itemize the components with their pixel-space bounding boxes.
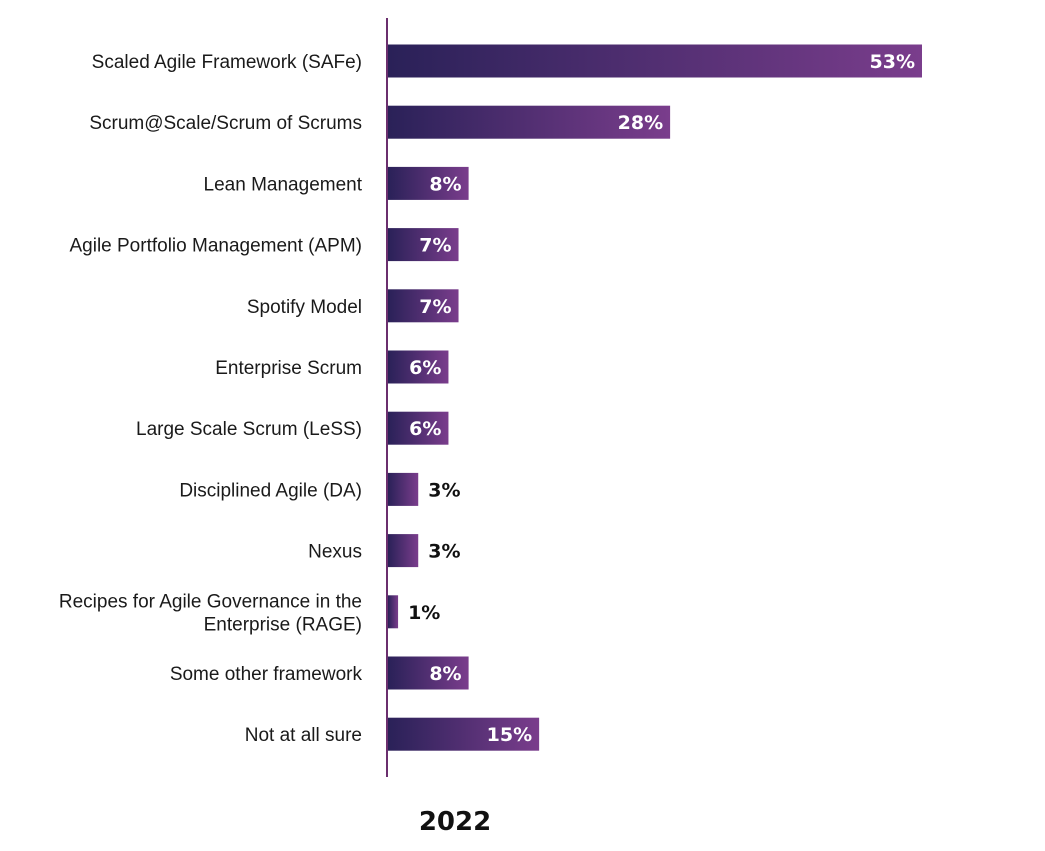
data-label: 28% [618, 112, 663, 134]
bar [388, 472, 419, 506]
bar [388, 350, 449, 384]
category-label: Nexus [308, 542, 362, 563]
category-label-line: Enterprise (RAGE) [204, 614, 362, 635]
category-label: Agile Portfolio Management (APM) [69, 236, 362, 257]
bar [388, 534, 419, 568]
data-label: 6% [409, 357, 441, 379]
bar [388, 595, 399, 629]
data-label: 53% [870, 51, 915, 73]
category-label-line: Nexus [308, 542, 362, 563]
category-label: Disciplined Agile (DA) [179, 480, 362, 501]
category-label-line: Recipes for Agile Governance in the [59, 591, 362, 612]
bar [388, 656, 469, 690]
data-label: 3% [428, 541, 460, 563]
data-label: 1% [408, 602, 440, 624]
category-label-line: Large Scale Scrum (LeSS) [136, 419, 362, 440]
category-label-line: Enterprise Scrum [215, 358, 362, 379]
data-label: 3% [428, 479, 460, 501]
category-label-line: Not at all sure [245, 725, 362, 746]
data-label: 7% [419, 296, 451, 318]
bar [388, 228, 459, 262]
data-label: 8% [429, 663, 461, 685]
category-label: Scrum@Scale/Scrum of Scrums [89, 113, 362, 134]
category-label-line: Lean Management [204, 174, 363, 195]
data-label: 15% [487, 724, 532, 746]
bar [388, 717, 540, 751]
category-label-line: Scrum@Scale/Scrum of Scrums [89, 113, 362, 134]
category-label: Scaled Agile Framework (SAFe) [92, 52, 362, 73]
x-axis-title: 2022 [419, 807, 491, 837]
bar [388, 105, 671, 139]
category-label-line: Some other framework [170, 664, 363, 685]
bar [388, 44, 922, 78]
data-label: 6% [409, 418, 441, 440]
bar [388, 411, 449, 445]
category-label: Spotify Model [247, 297, 362, 318]
bar [388, 289, 459, 323]
category-label-line: Disciplined Agile (DA) [179, 480, 362, 501]
category-label-line: Agile Portfolio Management (APM) [69, 236, 362, 257]
category-label-line: Scaled Agile Framework (SAFe) [92, 52, 362, 73]
category-label-line: Spotify Model [247, 297, 362, 318]
category-label: Some other framework [170, 664, 363, 685]
bar [388, 166, 469, 200]
bars-group: 53% Scaled Agile Framework (SAFe) 28% Scrum… [59, 44, 922, 751]
category-label: Lean Management [204, 174, 363, 195]
data-label: 8% [429, 173, 461, 195]
category-label: Recipes for Agile Governance in the Enter… [59, 591, 362, 635]
data-label: 7% [419, 235, 451, 257]
category-label: Not at all sure [245, 725, 362, 746]
category-label: Large Scale Scrum (LeSS) [136, 419, 362, 440]
category-label: Enterprise Scrum [215, 358, 362, 379]
